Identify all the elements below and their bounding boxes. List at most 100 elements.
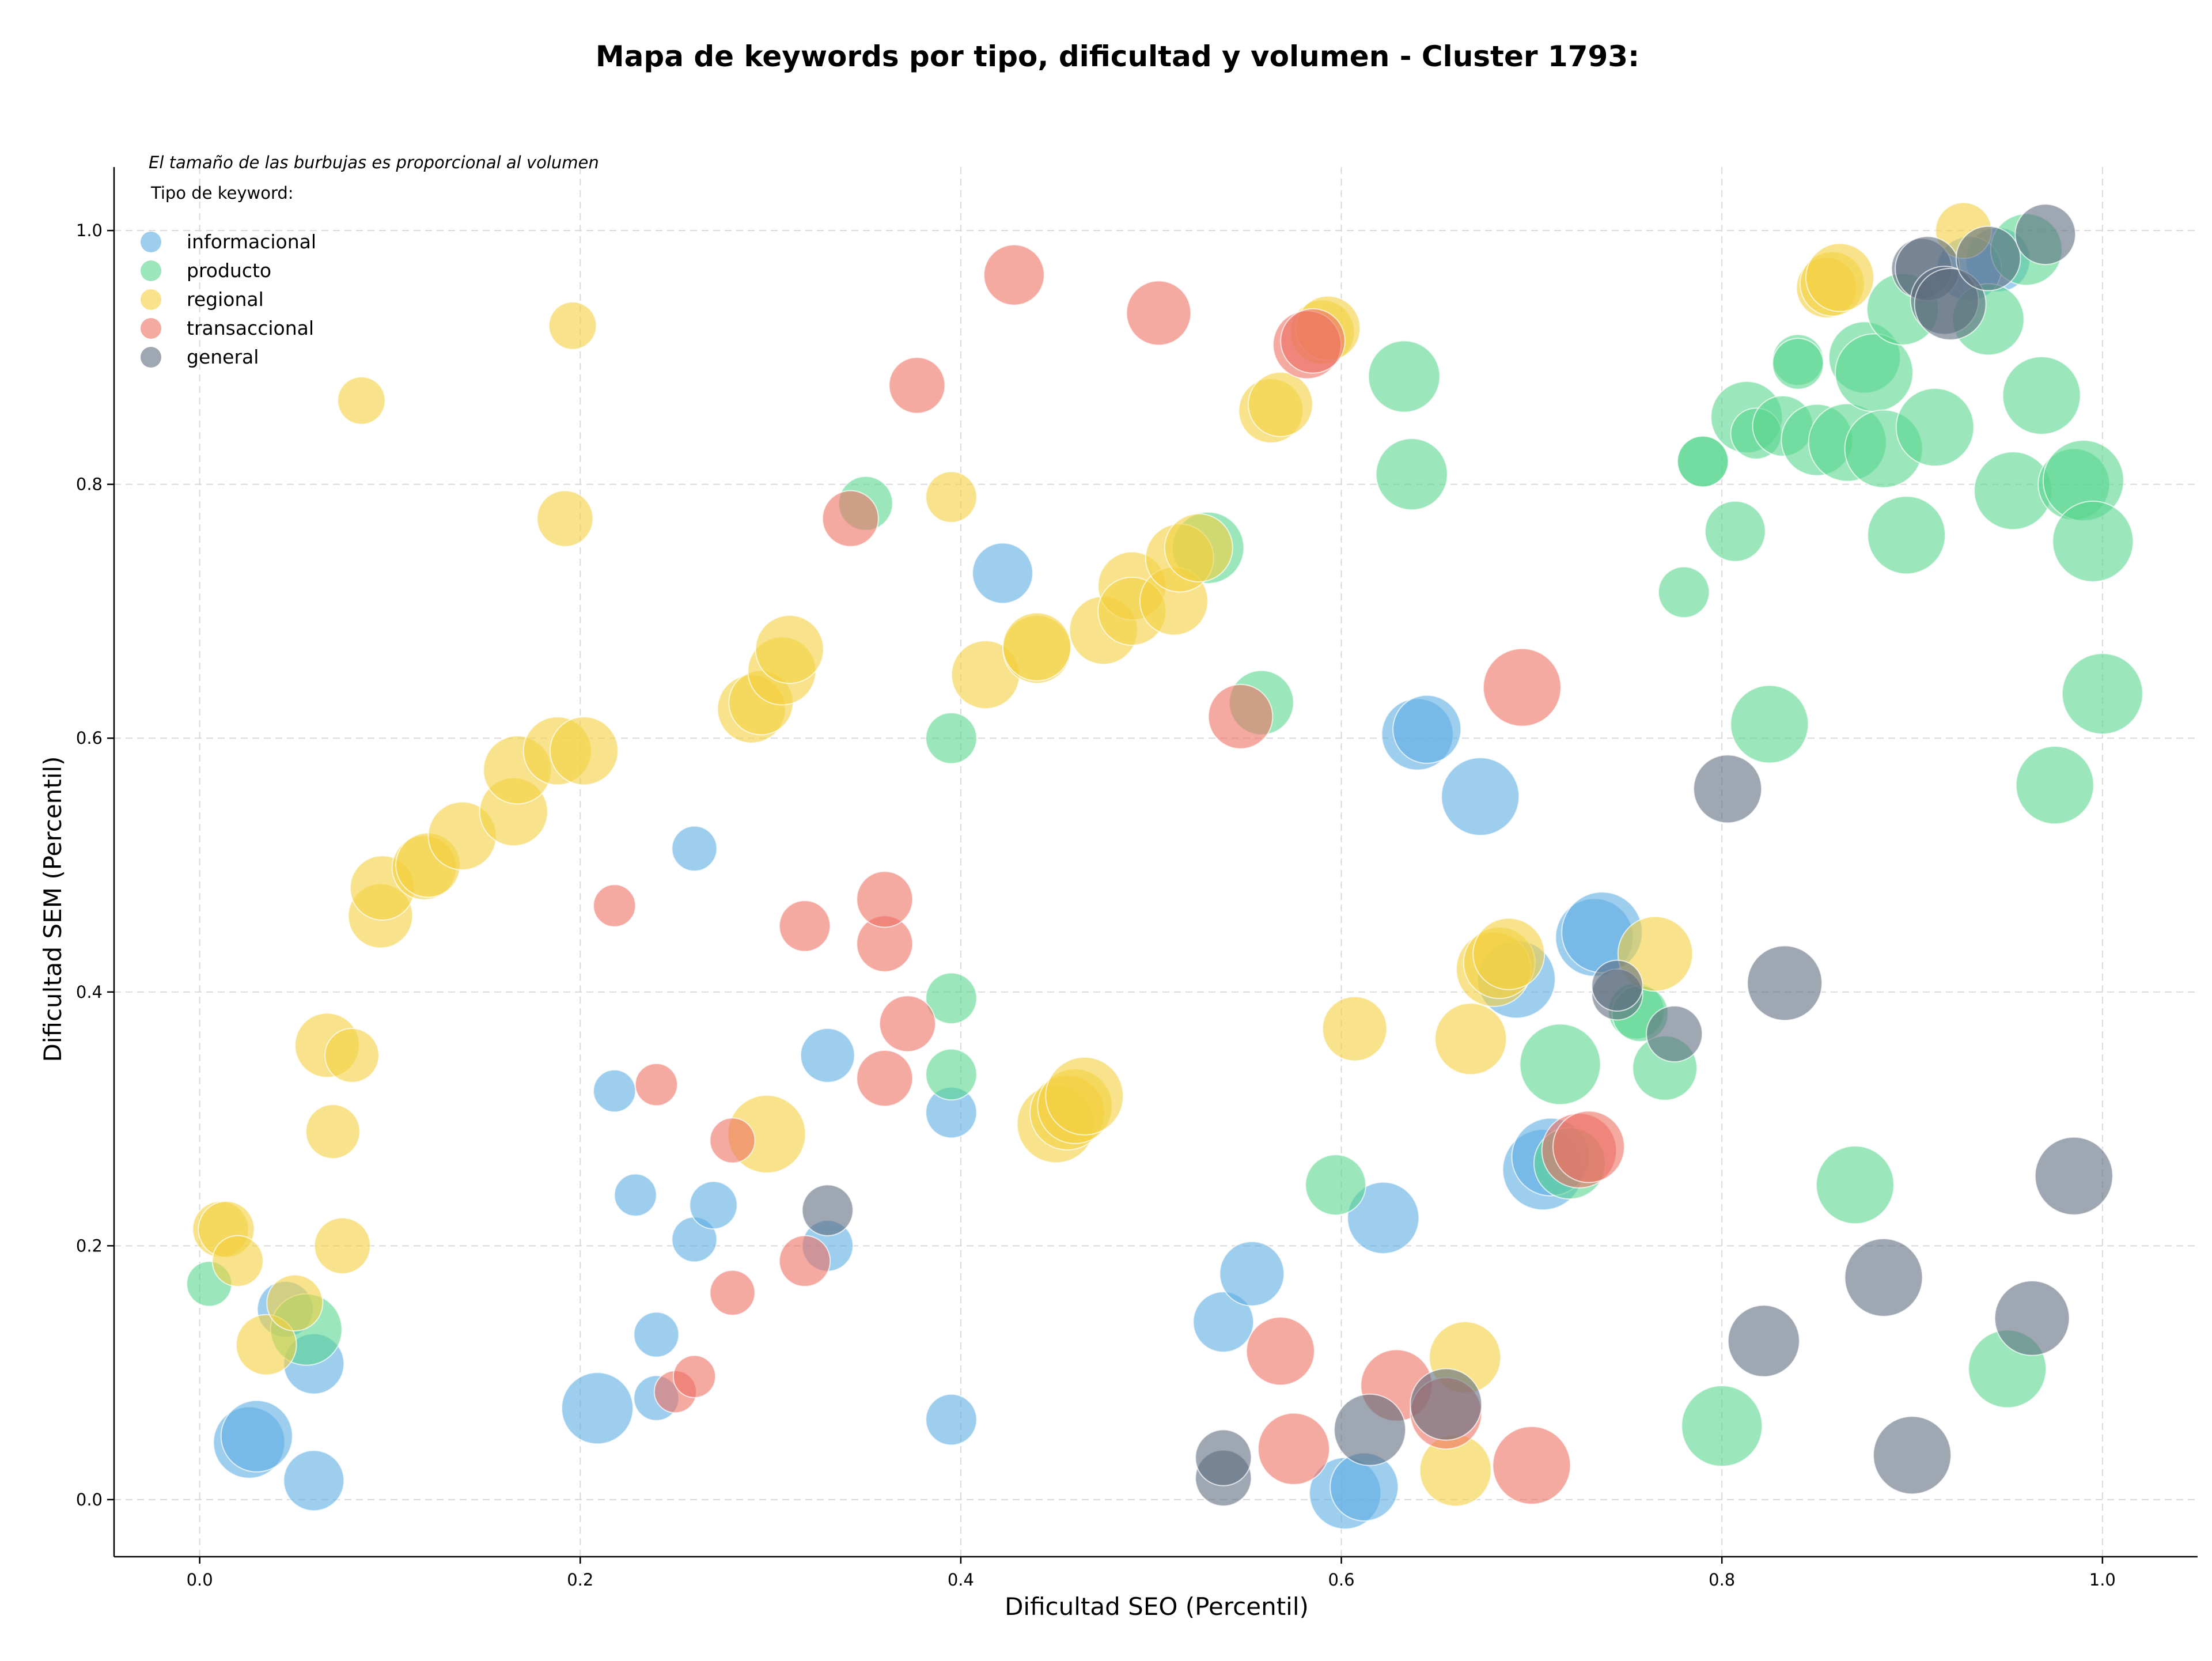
bubble-regional (266, 1274, 324, 1331)
legend-marker-transaccional (141, 318, 161, 339)
bubble-regional (1805, 243, 1875, 312)
bubble-producto (1815, 1145, 1895, 1225)
bubble-regional (305, 1104, 361, 1159)
y-tick-label: 0.4 (76, 982, 103, 1002)
bubble-general (2034, 1136, 2113, 1216)
bubble-regional (549, 716, 619, 786)
bubble-general (1591, 959, 1643, 1012)
bubble-producto (1772, 338, 1824, 390)
bubble-informacional (671, 825, 718, 872)
legend-label-general: general (187, 346, 259, 368)
bubble-producto (1730, 684, 1809, 764)
bubble-producto (1368, 340, 1441, 413)
bubble-transaccional (1207, 683, 1274, 750)
legend-marker-producto (141, 260, 161, 281)
bubble-producto (2002, 356, 2081, 435)
bubble-transaccional (1245, 1316, 1315, 1386)
y-tick-label: 1.0 (76, 221, 103, 240)
bubble-size-note: El tamaño de las burbujas es proporciona… (149, 153, 599, 172)
x-tick-label: 0.4 (948, 1570, 974, 1590)
bubble-producto (925, 972, 978, 1024)
bubble-informacional (561, 1372, 634, 1445)
bubble-transaccional (634, 1063, 678, 1107)
bubble-producto (925, 712, 978, 765)
bubble-regional (925, 471, 978, 523)
bubble-regional (1321, 996, 1388, 1062)
bubble-general (1727, 1304, 1800, 1378)
bubble-informacional (220, 1399, 293, 1473)
bubble-transaccional (778, 1235, 831, 1287)
bubble-producto (1375, 438, 1448, 511)
bubble-regional (548, 301, 597, 350)
x-tick-label: 0.2 (567, 1570, 593, 1590)
y-tick-label: 0.2 (76, 1236, 103, 1255)
bubble-transaccional (1492, 1425, 1571, 1505)
bubble-transaccional (821, 490, 879, 547)
bubble-producto (1305, 1154, 1367, 1216)
bubble-informacional (689, 1181, 738, 1230)
bubble-informacional (1219, 1240, 1285, 1307)
bubble-regional (1045, 1056, 1124, 1136)
grid (114, 167, 2198, 1557)
y-tick-label: 0.6 (76, 728, 103, 748)
x-tick-label: 1.0 (2089, 1570, 2116, 1590)
bubble-regional (313, 1217, 371, 1274)
bubble-producto (925, 1048, 978, 1101)
bubble-transaccional (856, 1050, 914, 1107)
bubble-transaccional (1482, 648, 1562, 727)
bubble-general (1994, 1280, 2070, 1356)
bubble-general (1955, 225, 2021, 292)
legend-title: Tipo de keyword: (150, 183, 294, 203)
bubble-producto (1895, 388, 1975, 467)
bubble-producto (2061, 653, 2143, 735)
bubble-transaccional (888, 357, 946, 414)
legend-label-informacional: informacional (187, 230, 316, 253)
x-tick-label: 0.6 (1328, 1570, 1354, 1590)
bubble-transaccional (1126, 280, 1192, 346)
bubble-informacional (1392, 694, 1462, 764)
bubble-regional (755, 615, 824, 684)
bubble-regional (1248, 372, 1313, 437)
bubble-transaccional (778, 900, 831, 952)
bubble-transaccional (983, 244, 1045, 306)
bubble-regional (211, 1235, 264, 1287)
bubble-informacional (925, 1393, 978, 1446)
axes: 0.0 0.2 0.4 0.6 0.8 1.0 0.0 0.2 0.4 0.6 0.8 1.0 (76, 167, 2198, 1590)
data-points (186, 202, 2143, 1530)
bubble-transaccional (878, 995, 936, 1053)
bubble-informacional (1192, 1291, 1255, 1353)
bubble-transaccional (1257, 1412, 1330, 1485)
chart-title: Mapa de keywords por tipo, dificultad y … (596, 40, 1639, 73)
bubble-informacional (1441, 757, 1520, 836)
bubble-regional (536, 490, 594, 547)
legend-marker-general (141, 347, 161, 368)
legend-marker-regional (141, 289, 161, 310)
bubble-informacional (1347, 1181, 1420, 1254)
bubble-producto (1681, 1385, 1763, 1467)
bubble-general (1334, 1393, 1407, 1466)
bubble-transaccional (856, 871, 914, 928)
bubble-informacional (613, 1173, 657, 1217)
x-axis-label: Dificultad SEO (Percentil) (1005, 1592, 1309, 1621)
bubble-regional (1434, 1002, 1508, 1076)
bubble-regional (235, 1314, 297, 1376)
bubble-general (1747, 945, 1823, 1021)
bubble-informacional (633, 1311, 680, 1358)
y-axis-label: Dificultad SEM (Percentil) (39, 756, 67, 1062)
legend-marker-informacional (141, 232, 161, 252)
bubble-general (1844, 1238, 1923, 1317)
bubble-regional (337, 376, 386, 425)
bubble-general (1693, 754, 1763, 824)
x-tick-label: 0.8 (1709, 1570, 1735, 1590)
bubble-informacional (972, 542, 1033, 604)
bubble-transaccional (1552, 1110, 1625, 1183)
legend-label-transaccional: transaccional (187, 317, 314, 339)
bubble-producto (1676, 435, 1729, 488)
bubble-regional (1002, 612, 1072, 682)
bubble-general (1873, 1416, 1952, 1495)
bubble-general (2014, 203, 2077, 266)
bubble-producto (1519, 1023, 1601, 1106)
bubble-transaccional (593, 884, 637, 928)
bubble-producto (2052, 500, 2134, 582)
